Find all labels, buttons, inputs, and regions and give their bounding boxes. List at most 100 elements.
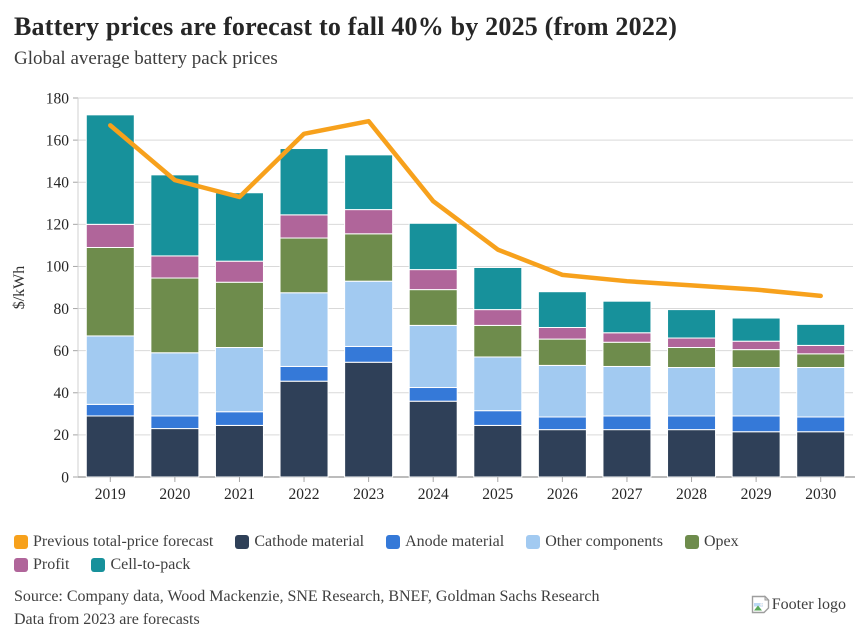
- segment-opex: [408, 289, 458, 326]
- segment-opex: [214, 281, 264, 349]
- segment-other-components: [796, 367, 846, 418]
- segment-anode-material: [796, 416, 846, 433]
- segment-opex: [731, 349, 781, 369]
- legend-label: Cell-to-pack: [110, 556, 191, 573]
- legend-label: Opex: [703, 533, 739, 550]
- y-tick-label: 120: [46, 217, 70, 234]
- y-tick-label: 140: [46, 174, 70, 191]
- legend-label: Profit: [33, 556, 70, 573]
- x-tick-label: 2028: [676, 486, 707, 503]
- source-line-1: Source: Company data, Wood Mackenzie, SN…: [14, 588, 600, 605]
- legend-swatch: [386, 535, 401, 549]
- segment-profit: [344, 209, 394, 235]
- segment-cell-to-pack: [473, 266, 523, 311]
- x-tick-label: 2027: [611, 486, 642, 503]
- segment-opex: [473, 324, 523, 358]
- segment-cathode-material: [344, 361, 394, 478]
- segment-profit: [602, 332, 652, 343]
- segment-cathode-material: [214, 424, 264, 478]
- segment-cathode-material: [731, 431, 781, 478]
- segment-opex: [537, 338, 587, 366]
- segment-cathode-material: [473, 424, 523, 478]
- segment-cathode-material: [150, 428, 200, 478]
- segment-opex: [85, 246, 135, 337]
- segment-other-components: [731, 367, 781, 417]
- legend-swatch: [91, 558, 106, 572]
- bar-2021: [214, 192, 264, 478]
- stacked-bar-chart: 0 20 40 60 80 100 120 140 160 180 $/kWh 2019 2020 202…: [0, 85, 860, 510]
- legend-label: Other components: [545, 533, 663, 550]
- legend-swatch: [684, 535, 699, 549]
- y-tick-label: 180: [46, 90, 70, 107]
- segment-cell-to-pack: [150, 174, 200, 257]
- segment-anode-material: [214, 411, 264, 426]
- segment-cell-to-pack: [279, 148, 329, 216]
- bar-2019: [85, 114, 135, 478]
- chart-subtitle: Global average battery pack prices: [14, 48, 278, 69]
- legend-item-anode-material: Anode material: [386, 533, 504, 551]
- segment-other-components: [667, 367, 717, 417]
- segment-opex: [796, 353, 846, 369]
- bar-2030: [796, 323, 846, 478]
- legend-swatch: [526, 535, 541, 549]
- segment-profit: [731, 340, 781, 351]
- segment-other-components: [344, 280, 394, 347]
- legend-swatch: [14, 535, 28, 549]
- segment-anode-material: [279, 365, 329, 382]
- x-tick-label: 2022: [289, 486, 320, 503]
- segment-other-components: [150, 352, 200, 417]
- segment-opex: [667, 347, 717, 369]
- legend-item-cathode-material: Cathode material: [235, 533, 364, 551]
- legend-item-opex: Opex: [684, 533, 739, 551]
- y-tick-label: 100: [46, 259, 70, 276]
- segment-other-components: [602, 365, 652, 417]
- segment-other-components: [214, 347, 264, 413]
- bar-2029: [731, 317, 781, 478]
- segment-cell-to-pack: [796, 323, 846, 346]
- legend-label: Anode material: [405, 533, 505, 550]
- segment-opex: [279, 237, 329, 294]
- chart-legend: Previous total-price forecast Cathode mat…: [14, 533, 814, 574]
- segment-cathode-material: [667, 429, 717, 478]
- x-tick-label: 2029: [741, 486, 772, 503]
- segment-profit: [796, 344, 846, 355]
- segment-anode-material: [408, 387, 458, 402]
- segment-cathode-material: [796, 431, 846, 478]
- segment-opex: [344, 233, 394, 282]
- bar-2027: [602, 300, 652, 478]
- segment-cathode-material: [408, 400, 458, 478]
- segment-profit: [85, 223, 135, 248]
- x-tick-label: 2025: [482, 486, 513, 503]
- legend-swatch: [14, 558, 28, 572]
- bar-2025: [473, 266, 523, 478]
- y-tick-label: 20: [54, 427, 70, 444]
- previous-forecast-line: [108, 118, 823, 299]
- bar-2020: [150, 174, 200, 478]
- page-title: Battery prices are forecast to fall 40% …: [14, 12, 678, 41]
- segment-anode-material: [344, 345, 394, 363]
- source-note: Source: Company data, Wood Mackenzie, SN…: [14, 585, 599, 631]
- segment-other-components: [279, 292, 329, 367]
- x-tick-label: 2030: [805, 486, 836, 503]
- x-tick-label: 2026: [547, 486, 578, 503]
- x-tick-label: 2020: [159, 486, 190, 503]
- legend-item-previous-total-price-forecast: Previous total-price forecast: [14, 533, 213, 551]
- segment-profit: [279, 214, 329, 239]
- y-tick-label: 40: [54, 385, 70, 402]
- segment-cell-to-pack: [85, 114, 135, 225]
- segment-other-components: [537, 364, 587, 418]
- x-tick-label: 2019: [95, 486, 126, 503]
- segment-profit: [408, 269, 458, 291]
- bar-2024: [408, 222, 458, 478]
- segment-other-components: [408, 324, 458, 389]
- segment-cell-to-pack: [214, 192, 264, 262]
- segment-cell-to-pack: [731, 317, 781, 342]
- segment-profit: [537, 327, 587, 340]
- segment-cell-to-pack: [344, 154, 394, 211]
- segment-profit: [473, 309, 523, 326]
- legend-item-other-components: Other components: [526, 533, 663, 551]
- segment-profit: [667, 337, 717, 349]
- segment-cell-to-pack: [667, 309, 717, 339]
- segment-cell-to-pack: [602, 300, 652, 334]
